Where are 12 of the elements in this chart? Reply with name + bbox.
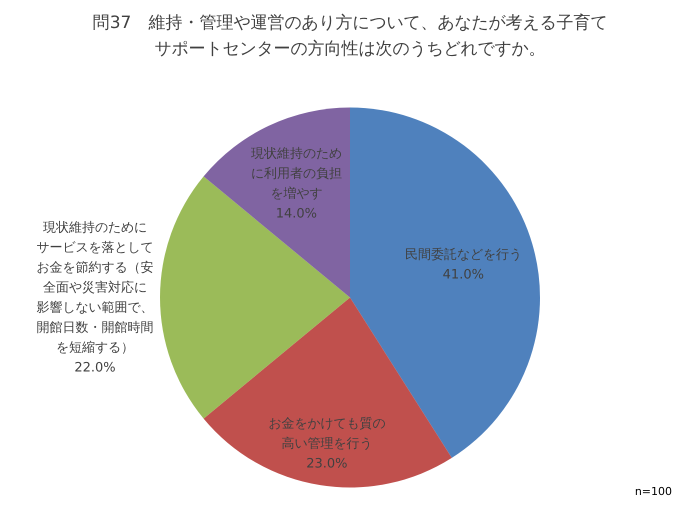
slice-label: お金をかけても質の高い管理を行う bbox=[268, 416, 386, 452]
slice-label: 現状維持のためにサービスを落としてお金を節約する（安全面や災害対応に影響しない範囲で、開館日数・開館時間を短縮する） bbox=[36, 220, 154, 356]
text: n=100 bbox=[634, 485, 672, 498]
data-label: 41.0% bbox=[442, 268, 484, 283]
slice-label: 民間委託などを行う bbox=[404, 248, 522, 263]
pie-slice bbox=[204, 108, 350, 298]
slice-label: 現状維持のために利用者の負担を増やす bbox=[250, 146, 342, 202]
data-label: 14.0% bbox=[276, 206, 318, 222]
pie-slice bbox=[204, 298, 452, 488]
data-label: 22.0% bbox=[74, 360, 116, 376]
data-label: 23.0% bbox=[306, 456, 348, 472]
chart-title: 問37 維持・管理や運営のあり方について、あなたが考える子育てサポートセンターの方向性は次のうちどれですか。 bbox=[92, 13, 608, 59]
